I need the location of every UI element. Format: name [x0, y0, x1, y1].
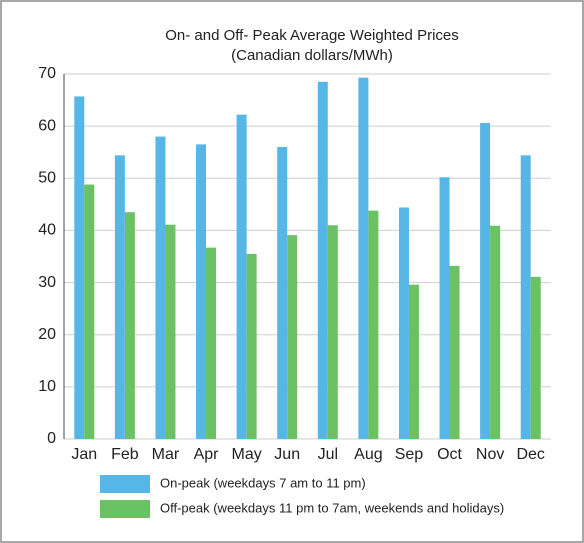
legend-label: Off-peak (weekdays 11 pm to 7am, weekend…: [160, 500, 504, 515]
legend-label: On-peak (weekdays 7 am to 11 pm): [160, 475, 366, 490]
x-tick-label: Feb: [111, 446, 139, 463]
bar: [480, 123, 491, 439]
x-tick-label: Oct: [437, 446, 462, 463]
bar: [165, 224, 176, 439]
bar: [74, 96, 85, 440]
bar: [317, 81, 328, 440]
bar: [490, 225, 501, 439]
chart-subtitle: (Canadian dollars/MWh): [231, 47, 393, 64]
y-tick-label: 0: [47, 430, 56, 447]
x-tick-label: Sep: [395, 446, 424, 463]
y-tick-label: 70: [38, 65, 56, 82]
y-tick-label: 40: [38, 222, 56, 239]
x-tick-label: Jan: [71, 446, 97, 463]
bar: [358, 77, 369, 440]
y-tick-label: 10: [38, 378, 56, 395]
y-tick-label: 50: [38, 170, 56, 187]
bar: [277, 147, 288, 439]
bar: [84, 184, 95, 439]
x-tick-label: May: [232, 446, 262, 463]
bar: [246, 253, 257, 439]
bar: [155, 136, 166, 440]
bar: [114, 155, 125, 440]
chart-title: On- and Off- Peak Average Weighted Price…: [165, 27, 459, 44]
bar: [327, 225, 338, 439]
bar: [124, 212, 135, 439]
bar: [520, 155, 531, 440]
y-tick-label: 20: [38, 326, 56, 343]
x-tick-label: Aug: [354, 446, 382, 463]
x-tick-label: Jun: [274, 446, 300, 463]
x-tick-label: Dec: [516, 446, 544, 463]
bar: [449, 265, 460, 439]
bar: [530, 276, 541, 439]
x-tick-label: Jul: [318, 446, 338, 463]
bar: [408, 284, 419, 439]
bar: [439, 177, 450, 439]
x-tick-label: Mar: [152, 446, 180, 463]
bar: [236, 114, 247, 440]
bar: [206, 247, 217, 439]
x-tick-label: Apr: [194, 446, 220, 463]
y-tick-label: 30: [38, 274, 56, 291]
x-tick-label: Nov: [476, 446, 504, 463]
bar: [368, 210, 379, 439]
y-tick-label: 60: [38, 117, 56, 134]
legend-swatch: [100, 475, 150, 493]
bar: [287, 235, 298, 439]
bar: [196, 144, 207, 439]
bar: [398, 207, 409, 439]
legend-swatch: [100, 500, 150, 518]
